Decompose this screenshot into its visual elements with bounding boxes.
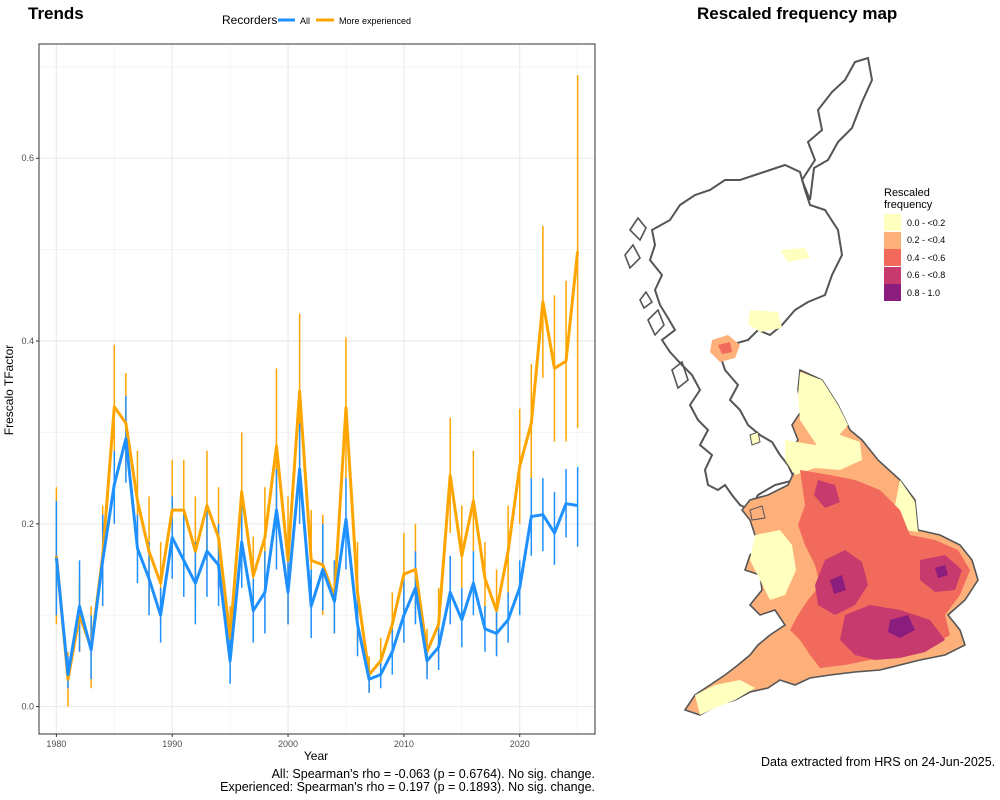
x-tick-label: 2010 <box>394 739 414 749</box>
map-legend: Rescaled frequency 0.0 - <0.2 0.2 - <0.4… <box>884 187 945 302</box>
y-tick-label: 0.2 <box>21 519 34 529</box>
map-legend-row: 0.2 - <0.4 <box>884 231 946 250</box>
scotland-patch-2 <box>748 310 782 332</box>
series-line-experienced <box>54 251 580 681</box>
map-legend-swatch <box>884 284 901 302</box>
class-0-area-wales <box>750 530 796 600</box>
stats-all: All: Spearman's rho = -0.063 (p = 0.6764… <box>271 767 595 781</box>
map-legend-row: 0.4 - <0.6 <box>884 249 945 267</box>
map-legend-title-line2: frequency <box>884 199 933 211</box>
y-tick-label: 0.0 <box>21 702 34 712</box>
map-title: Rescaled frequency map <box>697 4 898 23</box>
trends-title: Trends <box>28 4 84 23</box>
scottish-islands <box>624 216 689 390</box>
map-legend-row: 0.8 - 1.0 <box>884 284 945 302</box>
map-legend-label: 0.4 - <0.6 <box>907 252 946 263</box>
y-tick-label: 0.6 <box>21 153 34 163</box>
chart-legend: Recorders All More experienced <box>222 13 411 27</box>
error-bars <box>55 75 579 707</box>
map-legend-title-line1: Rescaled <box>884 187 930 199</box>
trends-chart: Recorders All More experienced 0.0 0.2 0.4… <box>2 13 596 763</box>
map-legend-row: 0.0 - <0.2 <box>884 214 945 232</box>
x-tick-label: 2000 <box>278 739 298 749</box>
x-tick-label: 2020 <box>510 739 530 749</box>
isle-of-man <box>749 431 761 446</box>
legend-title: Recorders <box>222 13 277 27</box>
map-legend-swatch <box>884 266 901 284</box>
axes: 0.0 0.2 0.4 0.6 1980 1990 2000 2010 2020 <box>21 153 529 749</box>
y-axis-label: Frescalo TFactor <box>2 345 16 435</box>
data-extract-note: Data extracted from HRS on 24-Jun-2025. <box>761 755 996 769</box>
map-legend-title: Rescaled frequency <box>884 187 945 211</box>
y-tick-label: 0.4 <box>21 336 34 346</box>
plot-border <box>38 43 596 735</box>
northern-scotland-outline <box>648 163 844 512</box>
scotland-patch-4 <box>780 248 810 262</box>
map-legend-label: 0.6 - <0.8 <box>907 270 946 281</box>
map-legend-label: 0.2 - <0.4 <box>907 235 946 246</box>
x-tick-label: 1990 <box>162 739 182 749</box>
map-legend-swatch <box>884 249 901 267</box>
map-legend-row: 0.6 - <0.8 <box>884 266 946 285</box>
stats-experienced: Experienced: Spearman's rho = 0.197 (p =… <box>220 780 595 794</box>
x-axis-label: Year <box>304 749 328 763</box>
class-0-area-north <box>798 372 848 450</box>
legend-label-all: All <box>300 16 310 26</box>
legend-label-experienced: More experienced <box>339 16 411 26</box>
map-legend-label: 0.8 - 1.0 <box>907 287 941 298</box>
class-3-area-north <box>814 480 840 508</box>
map-legend-label: 0.0 - <0.2 <box>907 217 946 228</box>
x-tick-label: 1980 <box>46 739 66 749</box>
grid <box>39 44 595 734</box>
series-lines <box>54 251 580 681</box>
scotland-patch-3 <box>718 342 732 354</box>
series-line-all <box>54 437 578 681</box>
class-4-area-2 <box>830 575 846 594</box>
map-legend-swatch <box>884 214 901 232</box>
class-0-area-pennines <box>785 435 862 475</box>
scotland-outline <box>800 56 874 201</box>
anglesey <box>749 505 766 521</box>
frequency-map <box>624 56 979 716</box>
class-0-area-cornwall <box>695 680 755 715</box>
class-4-area-1 <box>888 615 915 638</box>
map-legend-swatch <box>884 231 901 249</box>
class-4-area-3 <box>935 565 948 578</box>
